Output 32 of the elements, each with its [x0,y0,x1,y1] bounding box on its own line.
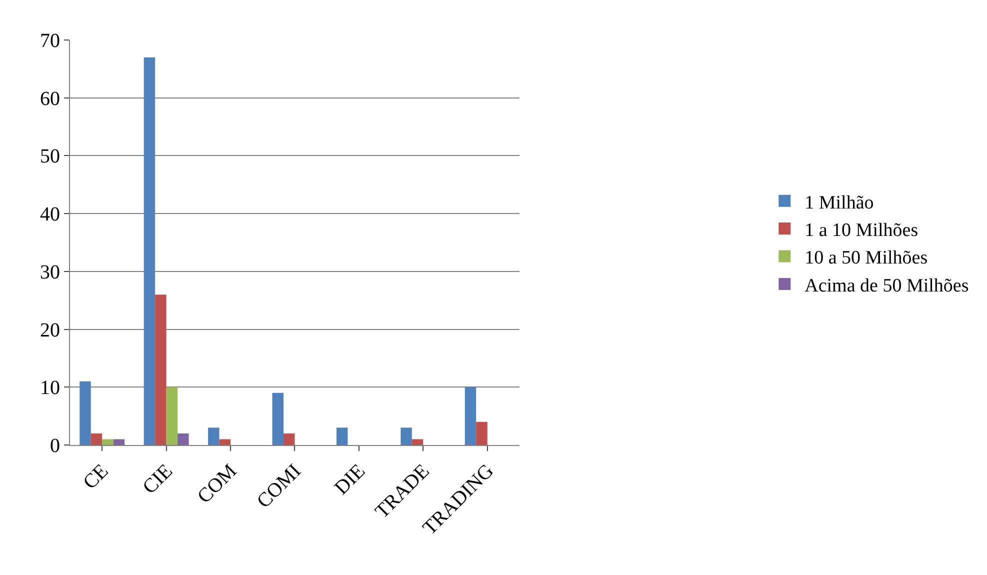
bar [336,428,348,445]
bar [400,428,412,445]
y-tick-label: 10 [40,377,60,400]
bar [476,422,488,445]
legend-label: Acima de 50 Milhões [804,275,969,296]
y-tick-label: 60 [40,88,60,110]
bar [144,57,156,445]
x-tick-label: DIE [330,460,370,500]
bar [80,381,91,445]
bar [464,387,476,445]
bar [166,387,178,445]
bar [208,428,220,445]
bar [283,433,295,445]
legend-label: 10 a 50 Milhões [804,248,928,269]
bar [412,439,424,445]
x-tick-label: CIE [138,460,177,498]
x-tick-label: CE [79,460,113,494]
bar [113,439,125,445]
y-tick-label: 50 [40,146,60,168]
legend-label: 1 Milhão [804,192,874,214]
bar [90,433,102,445]
bar [219,439,231,445]
y-tick-label: 40 [40,204,60,226]
bar [272,392,284,445]
legend-label: 1 a 10 Milhões [804,220,918,241]
y-tick-label: 20 [40,319,60,342]
bar [178,433,189,445]
y-tick-label: 70 [40,30,60,52]
y-tick-label: 30 [40,261,60,284]
bar [102,439,114,445]
y-tick-label: 0 [50,435,60,457]
bar [155,294,166,445]
